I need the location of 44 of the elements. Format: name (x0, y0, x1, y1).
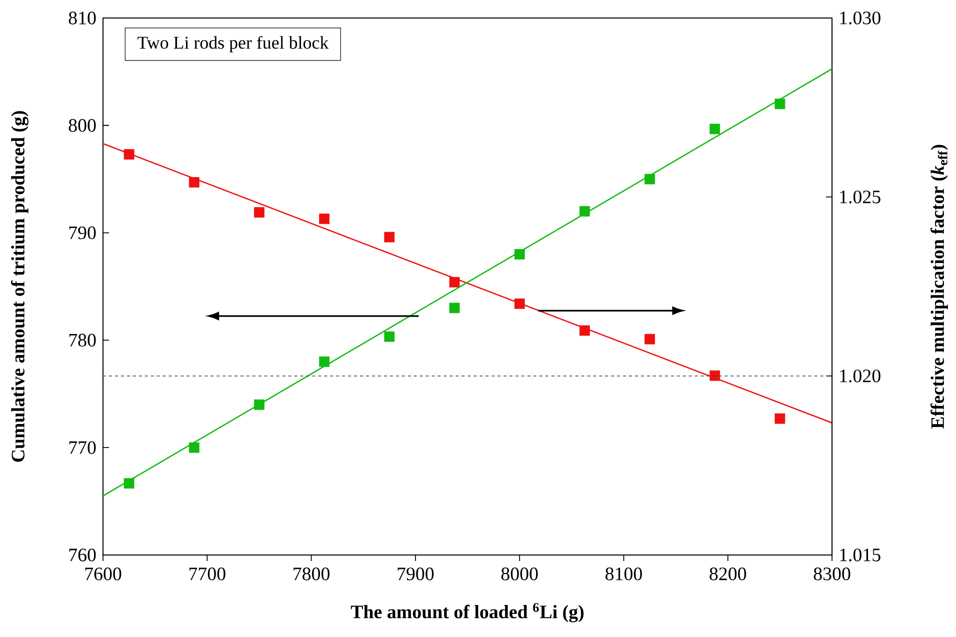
y-tick-label: 780 (69, 334, 96, 347)
y2-tick-label: 1.025 (840, 190, 880, 204)
y-axis-title: Cumulative amount of tritium produced (g) (10, 111, 28, 462)
y2-axis-title: Effective multiplication factor (k$_{eff}$) (930, 144, 948, 429)
x-tick-label: 7600 (85, 568, 122, 580)
x-tick-label: 7800 (294, 568, 330, 580)
x-tick-label: 7700 (189, 568, 226, 580)
point (710, 124, 720, 134)
point (384, 331, 395, 342)
point (514, 298, 525, 309)
point (254, 207, 264, 218)
point (710, 370, 720, 381)
y-tick-label: 760 (69, 548, 96, 562)
x-tick-label: 8300 (814, 568, 850, 580)
point (579, 325, 590, 336)
point (124, 149, 134, 160)
point (449, 302, 460, 314)
point (319, 214, 330, 224)
point (644, 334, 655, 344)
y-tick-label: 770 (69, 441, 96, 454)
point (319, 356, 330, 367)
point (514, 249, 525, 260)
point (254, 399, 264, 410)
point (579, 206, 590, 217)
x-tick-label: 7900 (398, 568, 434, 580)
y2-tick-label: 1.020 (840, 370, 880, 382)
y2-tick-label: 1.030 (840, 12, 880, 24)
x-tick-label: 8200 (710, 568, 746, 580)
y-tick-label: 810 (68, 12, 96, 24)
point (774, 98, 786, 110)
point (384, 232, 395, 242)
point (644, 174, 655, 184)
y-tick-label: 800 (68, 119, 96, 132)
point (188, 177, 200, 188)
x-tick-label: 8100 (606, 568, 642, 580)
x-tick-label: 8000 (501, 568, 538, 580)
point (188, 442, 200, 453)
y-tick-label: 790 (69, 226, 96, 240)
point (449, 276, 460, 288)
point (774, 413, 786, 424)
y2-tick-label: 1.015 (840, 548, 880, 562)
annotation: Two Li rods per fuel block (138, 36, 329, 52)
x-axis-title: The amount of loaded $^{6}$Li (g) (350, 603, 584, 622)
point (124, 478, 134, 489)
